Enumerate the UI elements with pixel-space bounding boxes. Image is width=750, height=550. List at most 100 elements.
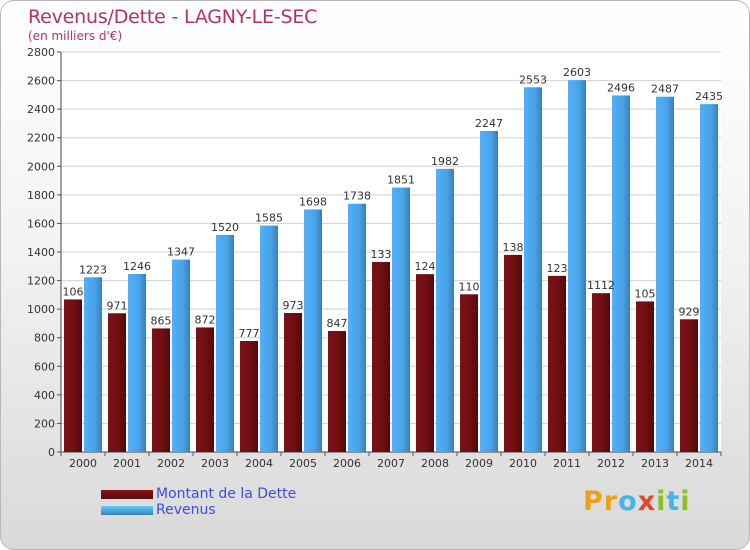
bar-revenus bbox=[348, 203, 366, 452]
data-label-dette: 971 bbox=[107, 299, 128, 312]
bar-dette bbox=[504, 254, 522, 452]
y-tick-label: 2400 bbox=[27, 103, 55, 116]
bar-dette bbox=[64, 299, 82, 452]
bar-revenus bbox=[260, 225, 278, 452]
y-tick-label: 200 bbox=[34, 417, 55, 430]
legend-swatch-dette bbox=[101, 490, 153, 499]
data-label-dette: 106 bbox=[63, 285, 84, 298]
bar-dette bbox=[240, 341, 258, 452]
x-tick-label: 2011 bbox=[553, 457, 581, 470]
x-tick-label: 2014 bbox=[685, 457, 713, 470]
y-tick-label: 400 bbox=[34, 389, 55, 402]
legend-label-revenus: Revenus bbox=[156, 502, 216, 518]
proxiti-logo: Proxiti bbox=[583, 486, 691, 517]
data-label-revenus: 2603 bbox=[563, 66, 591, 79]
data-label-dette: 865 bbox=[151, 314, 172, 327]
bar-dette bbox=[460, 294, 478, 452]
data-label-dette: 110 bbox=[459, 280, 480, 293]
x-tick-label: 2004 bbox=[245, 457, 273, 470]
x-tick-label: 2013 bbox=[641, 457, 669, 470]
y-tick-label: 2600 bbox=[27, 75, 55, 88]
bar-dette bbox=[108, 313, 126, 452]
bar-dette bbox=[680, 319, 698, 452]
data-label-dette: 847 bbox=[327, 317, 348, 330]
data-label-revenus: 2435 bbox=[695, 90, 723, 103]
data-label-revenus: 1246 bbox=[123, 260, 151, 273]
bar-dette bbox=[416, 274, 434, 452]
x-tick-label: 2001 bbox=[113, 457, 141, 470]
x-tick-label: 2009 bbox=[465, 457, 493, 470]
x-tick-label: 2003 bbox=[201, 457, 229, 470]
x-tick-label: 2005 bbox=[289, 457, 317, 470]
bar-dette bbox=[284, 313, 302, 452]
x-tick-label: 2010 bbox=[509, 457, 537, 470]
data-label-revenus: 1698 bbox=[299, 195, 327, 208]
y-tick-label: 600 bbox=[34, 360, 55, 373]
bar-revenus bbox=[392, 187, 410, 453]
data-label-dette: 1112 bbox=[587, 279, 615, 292]
legend-label-dette: Montant de la Dette bbox=[156, 486, 297, 502]
data-label-dette: 105 bbox=[635, 287, 656, 300]
bar-revenus bbox=[216, 234, 234, 452]
y-tick-label: 1000 bbox=[27, 303, 55, 316]
bar-revenus bbox=[480, 131, 498, 452]
y-tick-label: 1600 bbox=[27, 217, 55, 230]
data-label-dette: 872 bbox=[195, 313, 216, 326]
y-tick-label: 1400 bbox=[27, 246, 55, 259]
data-label-dette: 123 bbox=[547, 262, 568, 275]
bar-dette bbox=[372, 262, 390, 452]
logo-letter: P bbox=[583, 486, 604, 517]
x-tick-label: 2007 bbox=[377, 457, 405, 470]
data-label-revenus: 1738 bbox=[343, 190, 371, 203]
logo-letter: r bbox=[603, 486, 619, 517]
data-label-dette: 973 bbox=[283, 299, 304, 312]
chart-subtitle: (en milliers d'€) bbox=[28, 29, 123, 43]
data-label-revenus: 2247 bbox=[475, 117, 503, 130]
bar-dette bbox=[636, 301, 654, 452]
chart-title: Revenus/Dette - LAGNY-LE-SEC bbox=[28, 6, 318, 28]
bar-dette bbox=[548, 275, 566, 452]
bar-revenus bbox=[436, 168, 454, 452]
x-tick-label: 2006 bbox=[333, 457, 361, 470]
logo-letter: i bbox=[656, 486, 667, 517]
bar-revenus bbox=[172, 259, 190, 452]
data-label-revenus: 1982 bbox=[431, 155, 459, 168]
bar-dette bbox=[328, 331, 346, 452]
y-tick-label: 2800 bbox=[27, 46, 55, 59]
logo-letter: i bbox=[680, 486, 691, 517]
bar-revenus bbox=[568, 80, 586, 453]
bar-dette bbox=[592, 293, 610, 452]
y-tick-label: 800 bbox=[34, 332, 55, 345]
bar-revenus bbox=[700, 104, 718, 453]
data-label-dette: 133 bbox=[371, 248, 392, 261]
logo-letter: t bbox=[666, 486, 681, 517]
data-label-revenus: 2553 bbox=[519, 73, 547, 86]
data-label-dette: 124 bbox=[415, 260, 436, 273]
bar-revenus bbox=[84, 277, 102, 452]
x-tick-label: 2012 bbox=[597, 457, 625, 470]
legend-swatch-revenus bbox=[101, 506, 153, 515]
bar-revenus bbox=[128, 274, 146, 452]
data-label-revenus: 1851 bbox=[387, 174, 415, 187]
x-tick-label: 2000 bbox=[69, 457, 97, 470]
data-label-dette: 138 bbox=[503, 241, 524, 254]
y-tick-label: 1200 bbox=[27, 275, 55, 288]
data-label-revenus: 1585 bbox=[255, 212, 283, 225]
data-label-revenus: 2496 bbox=[607, 81, 635, 94]
data-label-revenus: 1223 bbox=[79, 263, 107, 276]
data-label-dette: 929 bbox=[679, 305, 700, 318]
bar-dette bbox=[196, 327, 214, 452]
x-tick-label: 2008 bbox=[421, 457, 449, 470]
bar-revenus bbox=[612, 95, 630, 452]
bar-dette bbox=[152, 328, 170, 452]
data-label-revenus: 1347 bbox=[167, 246, 195, 259]
data-label-revenus: 2487 bbox=[651, 83, 679, 96]
y-tick-label: 0 bbox=[48, 446, 55, 459]
y-tick-label: 1800 bbox=[27, 189, 55, 202]
logo-letter: x bbox=[637, 486, 657, 517]
bar-revenus bbox=[656, 96, 674, 452]
x-tick-label: 2002 bbox=[157, 457, 185, 470]
data-label-revenus: 1520 bbox=[211, 221, 239, 234]
